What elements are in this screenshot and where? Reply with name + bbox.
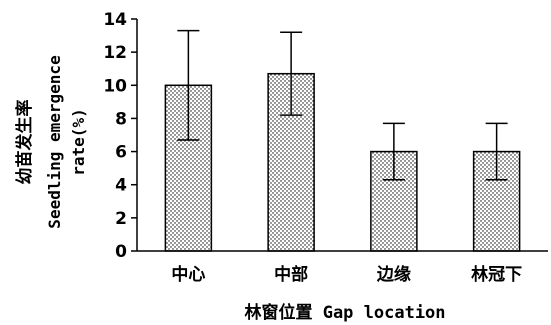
y-tick-label: 4 [115,176,127,196]
x-tick-label: 中心 [171,264,205,285]
x-axis-ticks: 中心 中部 边缘 林冠下 [171,264,522,285]
x-tick-label: 边缘 [376,264,411,285]
y-tick-label: 12 [103,43,127,63]
x-tick-label: 中部 [274,264,308,285]
y-tick-label: 2 [115,209,127,229]
y-tick-label: 14 [103,10,127,30]
y-axis-label-line-2: Seedling emergence [45,55,64,228]
y-tick-label: 0 [115,242,127,262]
y-axis-ticks: 0 2 4 6 8 10 12 14 [103,10,137,262]
y-axis-label-line-3: rate(%) [69,108,88,175]
x-tick-label: 林冠下 [471,264,522,285]
y-tick-label: 10 [103,76,127,96]
y-tick-label: 8 [115,109,127,129]
x-axis-label: 林窗位置 Gap location [244,302,445,323]
y-axis-label-line-1: 幼苗发生率 [14,100,35,185]
y-axis-label: 幼苗发生率 Seedling emergence rate(%) [14,55,88,228]
bars [164,29,521,252]
y-tick-label: 6 [115,143,127,163]
